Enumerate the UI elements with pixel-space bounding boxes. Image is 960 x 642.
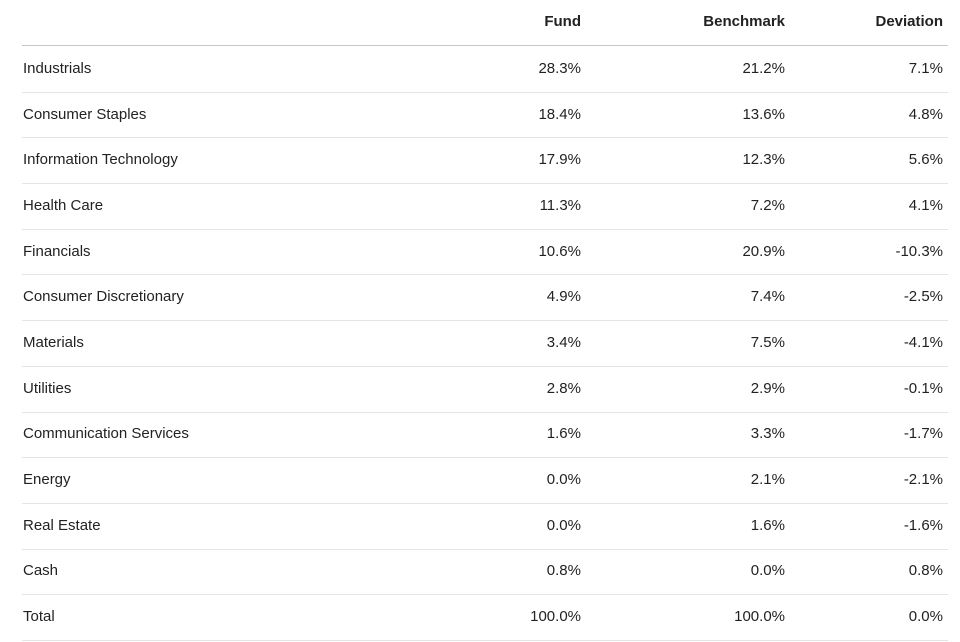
cell-value: 18.4% bbox=[538, 105, 581, 123]
cell-value: 1.6% bbox=[546, 425, 581, 443]
row-rule bbox=[22, 457, 948, 458]
row-rule bbox=[22, 503, 948, 504]
cell-value: 28.3% bbox=[538, 59, 581, 77]
row-rule bbox=[22, 366, 948, 367]
cell-value: 12.3% bbox=[742, 151, 785, 169]
cell-value: 21.2% bbox=[742, 59, 785, 77]
row-label: Utilities bbox=[23, 379, 72, 397]
cell-value: -1.6% bbox=[903, 516, 943, 534]
row-rule bbox=[22, 274, 948, 275]
row-rule bbox=[22, 594, 948, 595]
row-rule bbox=[22, 549, 948, 550]
row-label: Financials bbox=[23, 242, 91, 260]
cell-value: 0.0% bbox=[546, 516, 581, 534]
cell-value: 0.0% bbox=[908, 608, 943, 626]
row-label: Total bbox=[23, 608, 55, 626]
cell-value: 11.3% bbox=[539, 196, 581, 214]
cell-value: 2.8% bbox=[546, 379, 581, 397]
cell-value: 20.9% bbox=[742, 242, 785, 260]
row-rule bbox=[22, 320, 948, 321]
cell-value: 3.4% bbox=[546, 334, 581, 351]
row-rule bbox=[22, 137, 948, 138]
row-label: Cash bbox=[23, 562, 59, 580]
row-label: Materials bbox=[23, 334, 84, 351]
cell-value: -4.1% bbox=[903, 334, 943, 351]
header-rule bbox=[22, 45, 948, 46]
row-rule bbox=[22, 412, 948, 413]
cell-value: 0.0% bbox=[546, 471, 581, 489]
cell-value: -1.7% bbox=[903, 425, 943, 443]
cell-value: 7.5% bbox=[750, 334, 785, 351]
cell-value: -0.1% bbox=[903, 379, 943, 397]
cell-value: -10.3% bbox=[895, 242, 943, 260]
cell-value: 7.2% bbox=[750, 196, 785, 214]
cell-value: 2.1% bbox=[750, 471, 785, 489]
cell-value: 4.1% bbox=[908, 196, 943, 214]
cell-value: 3.3% bbox=[750, 425, 785, 443]
row-label: Health Care bbox=[23, 196, 104, 214]
cell-value: 13.6% bbox=[742, 105, 785, 123]
row-rule bbox=[22, 640, 948, 641]
row-label: Consumer Discretionary bbox=[23, 288, 184, 306]
cell-value: -2.1% bbox=[903, 471, 943, 489]
column-header: Deviation bbox=[875, 13, 943, 30]
column-header: Benchmark bbox=[703, 13, 785, 30]
cell-value: 4.9% bbox=[546, 288, 581, 306]
row-label: Real Estate bbox=[23, 516, 101, 534]
cell-value: 4.8% bbox=[908, 105, 943, 123]
row-label: Industrials bbox=[23, 59, 92, 77]
cell-value: 10.6% bbox=[538, 242, 581, 260]
cell-value: 0.8% bbox=[908, 562, 943, 580]
column-header: Fund bbox=[544, 13, 581, 30]
cell-value: 2.9% bbox=[750, 379, 785, 397]
row-rule bbox=[22, 229, 948, 230]
row-rule bbox=[22, 92, 948, 93]
row-label: Energy bbox=[23, 471, 71, 489]
row-label: Communication Services bbox=[23, 425, 189, 443]
cell-value: -2.5% bbox=[903, 288, 943, 306]
cell-value: 5.6% bbox=[908, 151, 943, 169]
cell-value: 17.9% bbox=[538, 151, 581, 169]
row-label: Information Technology bbox=[23, 151, 178, 169]
cell-value: 100.0% bbox=[530, 608, 581, 626]
row-rule bbox=[22, 183, 948, 184]
cell-value: 0.0% bbox=[750, 562, 785, 580]
row-label: Consumer Staples bbox=[23, 105, 147, 123]
cell-value: 1.6% bbox=[750, 516, 785, 534]
cell-value: 100.0% bbox=[734, 608, 785, 626]
cell-value: 0.8% bbox=[546, 562, 581, 580]
cell-value: 7.1% bbox=[908, 59, 943, 77]
cell-value: 7.4% bbox=[750, 288, 785, 306]
